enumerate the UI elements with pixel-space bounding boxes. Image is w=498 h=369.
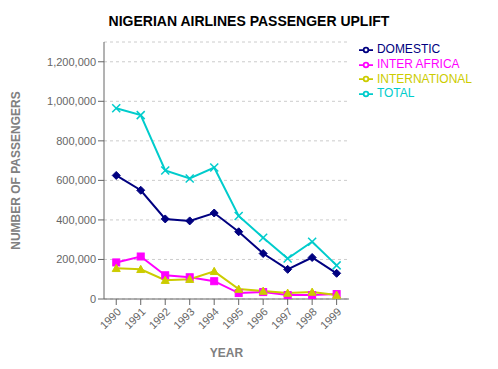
html-text:TOTAL: TOTAL [376, 86, 415, 101]
svg-text:1997: 1997 [269, 305, 295, 331]
html-text:DOMESTIC: DOMESTIC [376, 42, 441, 56]
html-text:INTERNATIONAL: INTERNATIONAL [376, 71, 472, 86]
svg-text:YEAR: YEAR [210, 346, 244, 360]
svg-text:1995: 1995 [220, 305, 246, 331]
html-text:INTER AFRICA: INTER AFRICA [376, 56, 460, 71]
svg-text:1992: 1992 [146, 305, 172, 331]
svg-text:NUMBER OF PASSENGERS: NUMBER OF PASSENGERS [9, 91, 23, 249]
svg-text:1990: 1990 [97, 305, 123, 331]
svg-text:600,000: 600,000 [56, 174, 96, 186]
svg-text:1998: 1998 [293, 305, 319, 331]
html-text:NIGERIAN AIRLINES PASSENGER UP: NIGERIAN AIRLINES PASSENGER UPLIFT [108, 13, 390, 29]
svg-text:1993: 1993 [171, 305, 197, 331]
svg-text:1996: 1996 [244, 305, 270, 331]
svg-text:1,200,000: 1,200,000 [47, 56, 96, 68]
svg-text:1994: 1994 [195, 305, 221, 331]
svg-text:1991: 1991 [122, 305, 148, 331]
svg-text:200,000: 200,000 [56, 253, 96, 265]
svg-text:800,000: 800,000 [56, 135, 96, 147]
svg-text:1999: 1999 [318, 305, 344, 331]
svg-text:1,000,000: 1,000,000 [47, 95, 96, 107]
svg-text:400,000: 400,000 [56, 214, 96, 226]
svg-text:0: 0 [90, 293, 96, 305]
